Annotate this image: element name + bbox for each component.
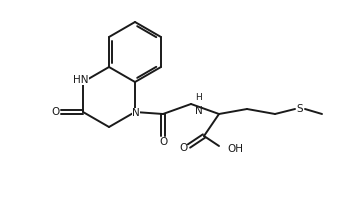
Text: O: O (180, 143, 188, 153)
Text: H: H (195, 93, 202, 102)
Text: N: N (132, 108, 140, 118)
Text: HN: HN (73, 75, 89, 85)
Text: N: N (195, 106, 203, 116)
Text: OH: OH (227, 144, 243, 154)
Text: S: S (297, 104, 303, 114)
Text: O: O (51, 107, 59, 117)
Text: O: O (159, 137, 167, 147)
